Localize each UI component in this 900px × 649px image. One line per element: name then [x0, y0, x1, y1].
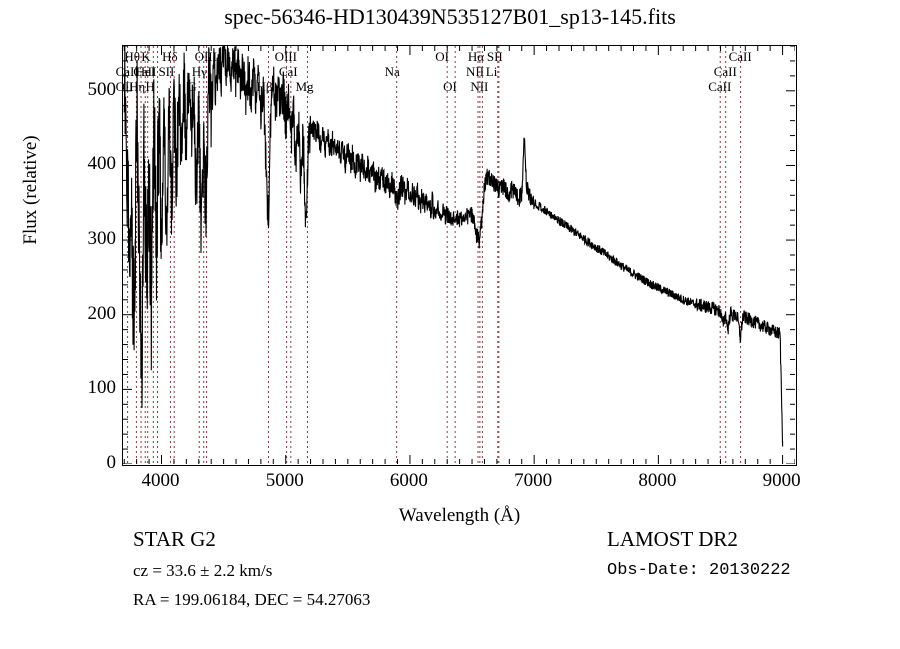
y-tick-label: 500: [87, 78, 117, 100]
footer-left: STAR G2 cz = 33.6 ± 2.2 km/s RA = 199.06…: [133, 527, 370, 619]
line-id-label: OIII: [194, 49, 217, 64]
line-id-label: Hβ: [256, 79, 273, 94]
line-id-label: OI: [435, 49, 449, 64]
line-id-label: OI: [443, 79, 457, 94]
x-axis-ticks: 4000 5000 6000 7000 8000 9000: [122, 470, 801, 500]
page-title: spec-56346-HD130439N535127B01_sp13-145.f…: [224, 4, 676, 29]
tick-marks: [123, 46, 795, 464]
object-class: STAR G2: [133, 527, 216, 551]
line-id-label: G: [187, 79, 197, 94]
y-tick-label: 0: [106, 452, 117, 473]
line-id-label: Hα: [467, 49, 485, 64]
survey-name: LAMOST DR2: [607, 527, 738, 551]
plot-frame: [122, 45, 797, 466]
footer-right: LAMOST DR2 Obs-Date: 20130222: [607, 527, 791, 589]
y-axis-ticks: 0 100 200 300 400 500: [52, 45, 117, 473]
line-id-labels: CaII OII Hθ Hη CaII K H HeI SII Hδ Hγ G OIII Hβ OIII Ca…: [0, 0, 900, 120]
plot-area: [123, 46, 796, 465]
line-id-label: CaII: [713, 64, 737, 79]
obs-date: Obs-Date: 20130222: [607, 561, 791, 580]
line-id-label: CaI: [278, 64, 298, 79]
line-id-label: Mg: [295, 79, 314, 94]
line-id-label: CaII: [115, 64, 139, 79]
line-id-label: NII: [470, 79, 489, 94]
line-id-label: HeI: [135, 64, 156, 79]
y-tick-label: 100: [87, 377, 117, 399]
line-id-label: NII: [466, 64, 485, 79]
line-id-label: OIII: [274, 49, 297, 64]
x-tick-label: 7000: [514, 470, 553, 491]
x-axis-label: Wavelength (Å): [398, 505, 521, 526]
x-tick-label: 9000: [762, 470, 801, 491]
coordinates: RA = 199.06184, DEC = 54.27063: [133, 590, 371, 609]
line-id-label: SII: [486, 49, 503, 64]
line-id-label: Hη: [129, 79, 146, 94]
line-id-label: SII: [158, 64, 175, 79]
x-tick-label: 4000: [141, 470, 180, 491]
line-id-label: H: [145, 79, 155, 94]
line-id-label: Hγ: [191, 64, 207, 79]
y-tick-label: 400: [87, 153, 117, 175]
footer-metadata: STAR G2 cz = 33.6 ± 2.2 km/s RA = 199.06…: [0, 527, 900, 647]
y-tick-label: 200: [87, 302, 117, 324]
line-id-label: CaII: [728, 49, 752, 64]
x-tick-label: 8000: [638, 470, 677, 491]
line-id-label: CaII: [708, 79, 732, 94]
line-id-label: CaII: [133, 64, 157, 79]
line-id-label: Na: [384, 64, 400, 79]
line-id-label: K: [141, 49, 151, 64]
line-id-label: Hδ: [162, 49, 178, 64]
line-id-label: Hθ: [124, 49, 141, 64]
line-id-label: Li: [485, 64, 498, 79]
y-tick-label: 300: [87, 228, 117, 250]
x-tick-label: 5000: [265, 470, 304, 491]
radial-velocity: cz = 33.6 ± 2.2 km/s: [133, 561, 273, 580]
spectrum-curve: [123, 46, 784, 464]
line-id-label: OII: [115, 79, 134, 94]
x-tick-label: 6000: [389, 470, 428, 491]
